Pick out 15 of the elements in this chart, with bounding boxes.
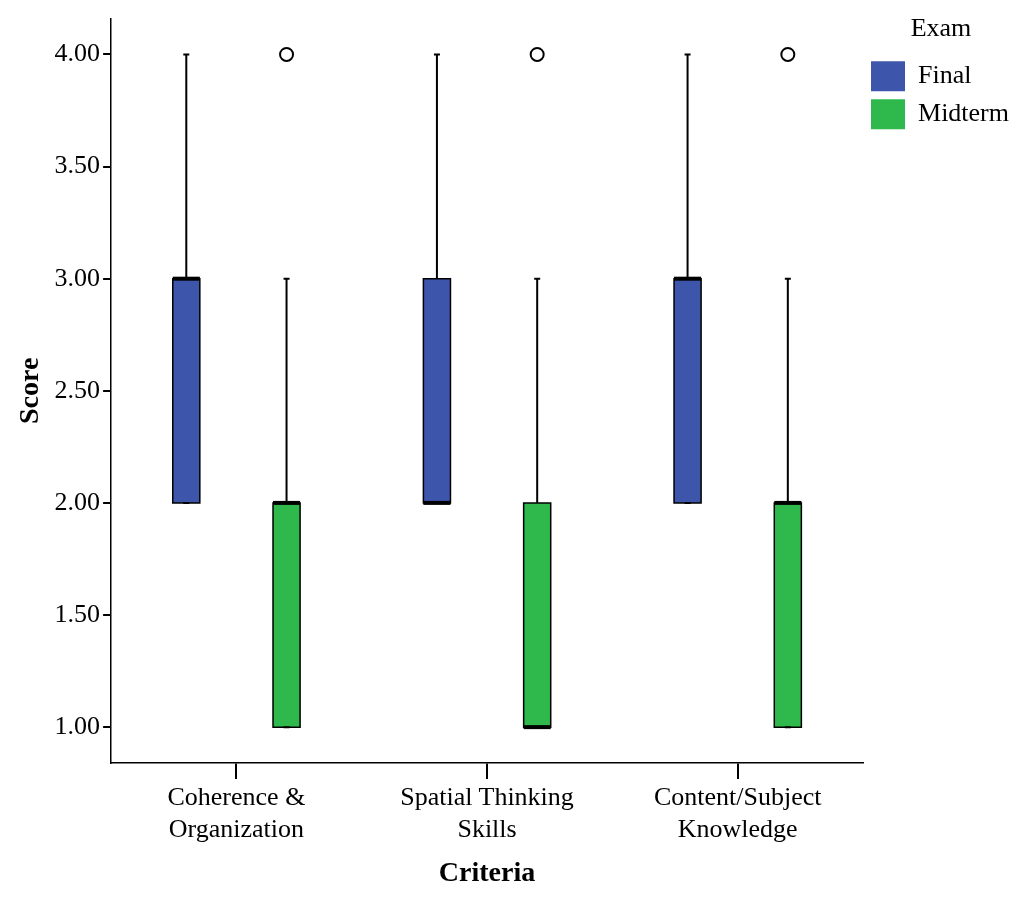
y-tick-label: 3.00: [54, 262, 101, 292]
legend-label: Final: [918, 60, 972, 90]
x-axis-title: Criteria: [438, 856, 536, 888]
y-tick-label: 2.50: [54, 374, 101, 404]
y-tick-label: 1.00: [54, 710, 101, 740]
x-tick-label: Spatial Thinking Skills: [400, 782, 574, 843]
x-tick-label: Content/Subject Knowledge: [653, 782, 823, 843]
y-tick-label: 4.00: [54, 38, 101, 68]
y-tick-label: 1.50: [54, 598, 101, 628]
legend-label: Midterm: [918, 98, 1010, 128]
legend-title: Exam: [910, 12, 972, 42]
x-tick-label: Coherence & Organization: [167, 782, 306, 843]
y-axis-title: Score: [13, 357, 45, 424]
y-tick-label: 2.00: [54, 486, 101, 516]
y-tick-label: 3.50: [54, 150, 101, 180]
